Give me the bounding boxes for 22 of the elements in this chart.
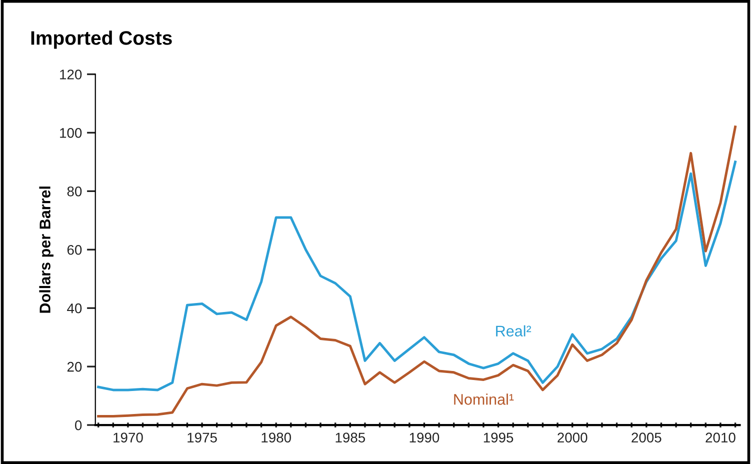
x-tick-label: 1975 [188,432,217,443]
x-tick-label: 2005 [632,432,662,443]
y-tick-label: 0 [75,420,82,430]
y-tick-label: 40 [67,303,82,314]
y-tick-label: 80 [67,186,82,196]
series-label: Real² [496,325,532,336]
x-tick-label: 1990 [410,432,440,443]
line-series [97,160,737,392]
series-label: Nominal¹ [454,394,514,405]
y-tick-label: 60 [67,244,82,255]
y-tick-label: 120 [60,70,82,80]
line-series [97,126,737,418]
chart-title: Imported Costs [31,30,172,49]
x-tick-label: 2010 [706,432,736,443]
x-tick-label: 1970 [114,432,143,443]
y-tick-label: 20 [67,362,82,372]
x-tick-label: 2000 [558,432,588,443]
x-tick-label: 1995 [484,432,514,443]
y-tick-label: 100 [60,128,82,138]
x-tick-label: 1985 [336,432,366,443]
x-tick-label: 1980 [262,432,291,443]
y-axis-title: Dollars per Barrel [39,186,54,313]
